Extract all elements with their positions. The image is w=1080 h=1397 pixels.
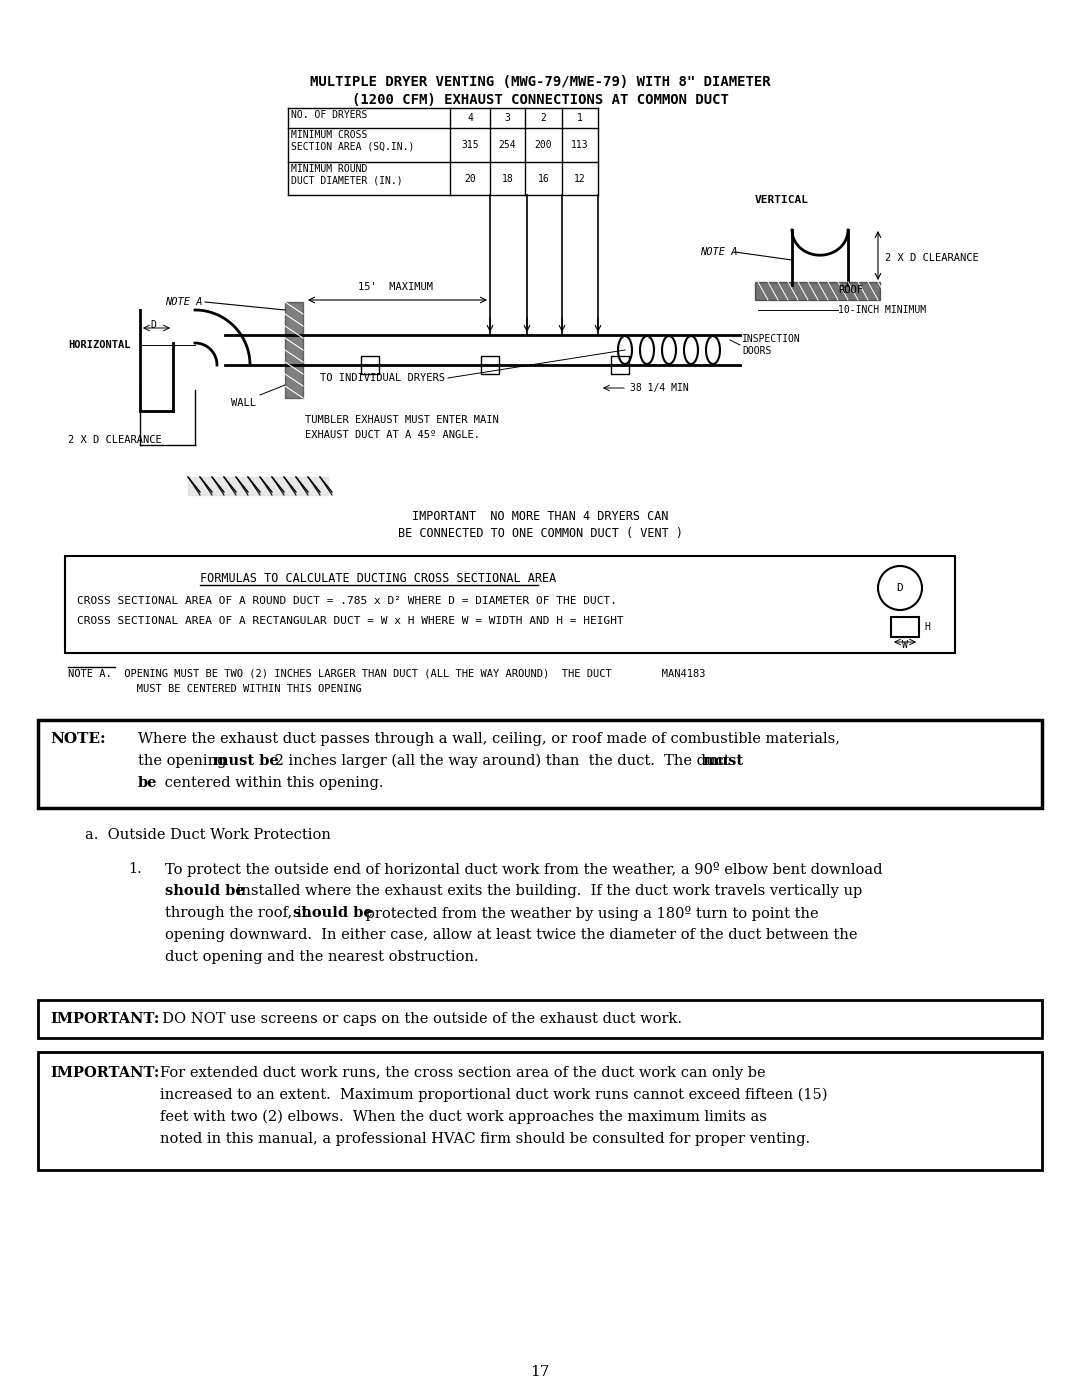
Text: NO. OF DRYERS: NO. OF DRYERS: [291, 110, 367, 120]
Text: 1: 1: [577, 113, 583, 123]
Text: a.  Outside Duct Work Protection: a. Outside Duct Work Protection: [85, 828, 330, 842]
Text: 315: 315: [461, 140, 478, 149]
Text: IMPORTANT:: IMPORTANT:: [50, 1011, 160, 1025]
Text: D: D: [896, 583, 903, 592]
Text: MINIMUM CROSS
SECTION AREA (SQ.IN.): MINIMUM CROSS SECTION AREA (SQ.IN.): [291, 130, 415, 152]
Text: IMPORTANT:: IMPORTANT:: [50, 1066, 160, 1080]
Text: 16: 16: [538, 173, 550, 183]
Text: 17: 17: [530, 1365, 550, 1379]
Text: CROSS SECTIONAL AREA OF A ROUND DUCT = .785 x D² WHERE D = DIAMETER OF THE DUCT.: CROSS SECTIONAL AREA OF A ROUND DUCT = .…: [77, 597, 617, 606]
Bar: [38, 719, 1042, 807]
Text: opening downward.  In either case, allow at least twice the diameter of the duct: opening downward. In either case, allow …: [165, 928, 858, 942]
Bar: [891, 617, 919, 637]
Text: 2 X D CLEARANCE: 2 X D CLEARANCE: [68, 434, 162, 446]
Bar: [65, 556, 955, 652]
Bar: [38, 1052, 1042, 1171]
Text: NOTE A: NOTE A: [165, 298, 203, 307]
Text: 200: 200: [535, 140, 552, 149]
Text: noted in this manual, a professional HVAC firm should be consulted for proper ve: noted in this manual, a professional HVA…: [160, 1132, 810, 1146]
Bar: [481, 356, 499, 374]
Text: the opening: the opening: [138, 754, 231, 768]
Text: VERTICAL: VERTICAL: [755, 196, 809, 205]
Text: (1200 CFM) EXHAUST CONNECTIONS AT COMMON DUCT: (1200 CFM) EXHAUST CONNECTIONS AT COMMON…: [352, 94, 728, 108]
Text: 20: 20: [464, 173, 476, 183]
Text: IMPORTANT  NO MORE THAN 4 DRYERS CAN: IMPORTANT NO MORE THAN 4 DRYERS CAN: [411, 510, 669, 522]
Text: be: be: [138, 775, 158, 789]
Text: 113: 113: [571, 140, 589, 149]
Text: must: must: [702, 754, 743, 768]
Text: TUMBLER EXHAUST MUST ENTER MAIN: TUMBLER EXHAUST MUST ENTER MAIN: [305, 415, 499, 425]
Text: HORIZONTAL: HORIZONTAL: [68, 339, 131, 351]
Bar: [38, 1000, 1042, 1038]
Text: FORMULAS TO CALCULATE DUCTING CROSS SECTIONAL AREA: FORMULAS TO CALCULATE DUCTING CROSS SECT…: [200, 571, 556, 585]
Text: 3: 3: [504, 113, 511, 123]
Text: NOTE:: NOTE:: [50, 732, 106, 746]
Text: should be: should be: [293, 907, 373, 921]
Text: D: D: [150, 320, 156, 330]
Text: 15'  MAXIMUM: 15' MAXIMUM: [357, 282, 432, 292]
Text: WALL: WALL: [231, 398, 256, 408]
Text: 18: 18: [501, 173, 513, 183]
Bar: [361, 356, 379, 374]
Text: through the roof, it: through the roof, it: [165, 907, 312, 921]
Text: NOTE A: NOTE A: [700, 247, 738, 257]
Text: NOTE A.  OPENING MUST BE TWO (2) INCHES LARGER THAN DUCT (ALL THE WAY AROUND)  T: NOTE A. OPENING MUST BE TWO (2) INCHES L…: [68, 668, 705, 678]
Text: EXHAUST DUCT AT A 45º ANGLE.: EXHAUST DUCT AT A 45º ANGLE.: [305, 430, 480, 440]
Text: 2 X D CLEARANCE: 2 X D CLEARANCE: [885, 253, 978, 263]
Text: MULTIPLE DRYER VENTING (MWG-79/MWE-79) WITH 8" DIAMETER: MULTIPLE DRYER VENTING (MWG-79/MWE-79) W…: [310, 75, 770, 89]
Text: MUST BE CENTERED WITHIN THIS OPENING: MUST BE CENTERED WITHIN THIS OPENING: [68, 685, 362, 694]
Text: ROOF: ROOF: [838, 285, 863, 295]
Text: H: H: [924, 622, 930, 631]
Text: 4: 4: [467, 113, 473, 123]
Text: should be: should be: [165, 884, 245, 898]
Text: duct opening and the nearest obstruction.: duct opening and the nearest obstruction…: [165, 950, 478, 964]
Text: INSPECTION
DOORS: INSPECTION DOORS: [742, 334, 800, 356]
Text: feet with two (2) elbows.  When the duct work approaches the maximum limits as: feet with two (2) elbows. When the duct …: [160, 1111, 767, 1125]
Text: 38 1/4 MIN: 38 1/4 MIN: [630, 383, 689, 393]
Text: must be: must be: [213, 754, 279, 768]
Text: 2: 2: [541, 113, 546, 123]
Text: centered within this opening.: centered within this opening.: [160, 775, 383, 789]
Text: protected from the weather by using a 180º turn to point the: protected from the weather by using a 18…: [361, 907, 819, 921]
Text: TO INDIVIDUAL DRYERS: TO INDIVIDUAL DRYERS: [320, 373, 445, 383]
Text: 12: 12: [575, 173, 585, 183]
Text: For extended duct work runs, the cross section area of the duct work can only be: For extended duct work runs, the cross s…: [160, 1066, 766, 1080]
Text: BE CONNECTED TO ONE COMMON DUCT ( VENT ): BE CONNECTED TO ONE COMMON DUCT ( VENT ): [397, 527, 683, 541]
Text: DO NOT use screens or caps on the outside of the exhaust duct work.: DO NOT use screens or caps on the outsid…: [153, 1011, 681, 1025]
Text: W: W: [902, 640, 908, 650]
Text: 254: 254: [499, 140, 516, 149]
Text: installed where the exhaust exits the building.  If the duct work travels vertic: installed where the exhaust exits the bu…: [232, 884, 862, 898]
Text: 2 inches larger (all the way around) than  the duct.  The duct: 2 inches larger (all the way around) tha…: [270, 754, 734, 768]
Text: Where the exhaust duct passes through a wall, ceiling, or roof made of combustib: Where the exhaust duct passes through a …: [138, 732, 840, 746]
Text: MINIMUM ROUND
DUCT DIAMETER (IN.): MINIMUM ROUND DUCT DIAMETER (IN.): [291, 163, 403, 186]
Bar: [611, 356, 629, 374]
Text: increased to an extent.  Maximum proportional duct work runs cannot exceed fifte: increased to an extent. Maximum proporti…: [160, 1088, 827, 1102]
Text: 10-INCH MINIMUM: 10-INCH MINIMUM: [838, 305, 927, 314]
Text: CROSS SECTIONAL AREA OF A RECTANGULAR DUCT = W x H WHERE W = WIDTH AND H = HEIGH: CROSS SECTIONAL AREA OF A RECTANGULAR DU…: [77, 616, 624, 626]
Text: To protect the outside end of horizontal duct work from the weather, a 90º elbow: To protect the outside end of horizontal…: [165, 862, 882, 877]
Text: 1.: 1.: [129, 862, 141, 876]
